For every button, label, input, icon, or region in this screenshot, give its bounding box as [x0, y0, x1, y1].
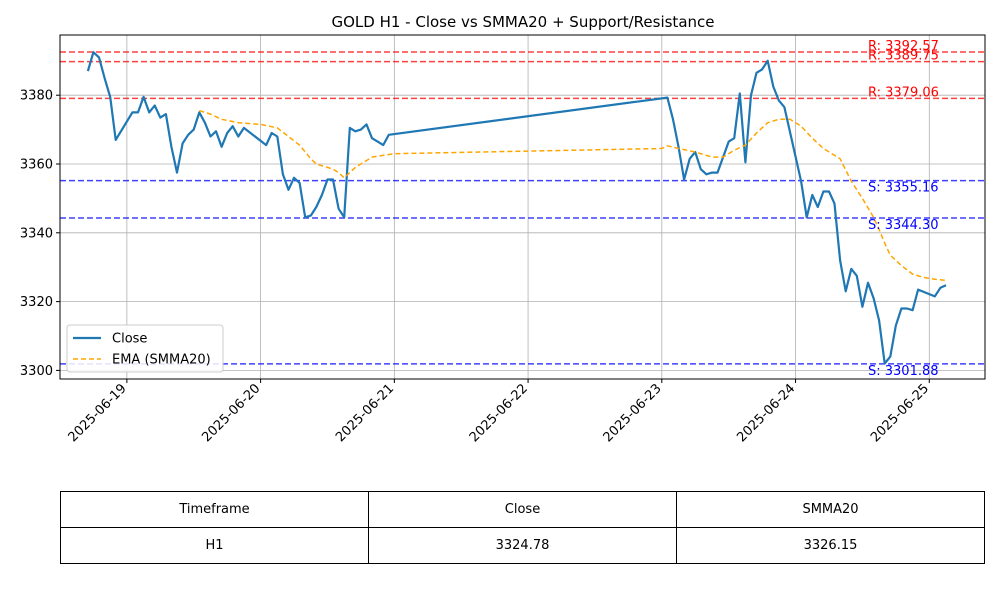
table-cell: 3324.78 — [368, 527, 677, 564]
x-tick-label: 2025-06-25 — [868, 381, 932, 445]
y-tick-label: 3320 — [20, 295, 53, 310]
plot-frame — [59, 34, 986, 380]
y-tick-label: 3380 — [20, 89, 53, 104]
resistance-level-label: R: 3392.57 — [868, 39, 939, 54]
table-header-cell: SMMA20 — [676, 491, 985, 528]
series-lines — [86, 51, 947, 365]
y-tick-label: 3360 — [20, 158, 53, 173]
y-tick-label: 3300 — [20, 364, 53, 379]
x-tick-label: 2025-06-19 — [66, 381, 130, 445]
support-level-label: S: 3344.30 — [868, 218, 939, 233]
resistance-level-label: R: 3389.75 — [868, 49, 939, 64]
chart: GOLD H1 - Close vs SMMA20 + Support/Resi… — [20, 13, 986, 445]
x-tick-label: 2025-06-24 — [734, 381, 798, 445]
series-line-close — [86, 51, 947, 365]
x-tick-label: 2025-06-21 — [333, 381, 397, 445]
legend-label: Close — [112, 332, 147, 347]
table-cell: 3326.15 — [676, 527, 985, 564]
x-tick-label: 2025-06-20 — [199, 381, 263, 445]
legend-label: EMA (SMMA20) — [112, 353, 211, 368]
table-header-cell: Timeframe — [60, 491, 369, 528]
series-line-ema-smma20 — [199, 109, 947, 282]
support-level-label: S: 3355.16 — [868, 181, 939, 196]
support-resistance-levels — [60, 51, 985, 365]
chart-title: GOLD H1 - Close vs SMMA20 + Support/Resi… — [331, 13, 714, 31]
x-tick-label: 2025-06-22 — [467, 381, 531, 445]
support-level-label: S: 3301.88 — [868, 364, 939, 379]
legend: Close EMA (SMMA20) — [66, 324, 224, 373]
table-cell: H1 — [60, 527, 369, 564]
y-axis: 3300 3320 3340 3360 3380 — [20, 89, 60, 379]
table-header-row: Timeframe Close SMMA20 — [60, 491, 985, 528]
resistance-level-label: R: 3379.06 — [868, 85, 939, 100]
y-tick-label: 3340 — [20, 226, 53, 241]
x-axis: 2025-06-19 2025-06-20 2025-06-21 2025-06-22… — [66, 379, 932, 445]
grid — [60, 35, 985, 379]
table-header-cell: Close — [368, 491, 677, 528]
x-tick-label: 2025-06-23 — [601, 381, 665, 445]
table-row: H1 3324.78 3326.15 — [60, 527, 985, 564]
summary-table: Timeframe Close SMMA20 H1 3324.78 3326.1… — [60, 491, 985, 564]
level-labels: R: 3392.57R: 3389.75 R: 3379.06 S: 3355.16… — [868, 39, 939, 379]
legend-box — [66, 324, 224, 373]
